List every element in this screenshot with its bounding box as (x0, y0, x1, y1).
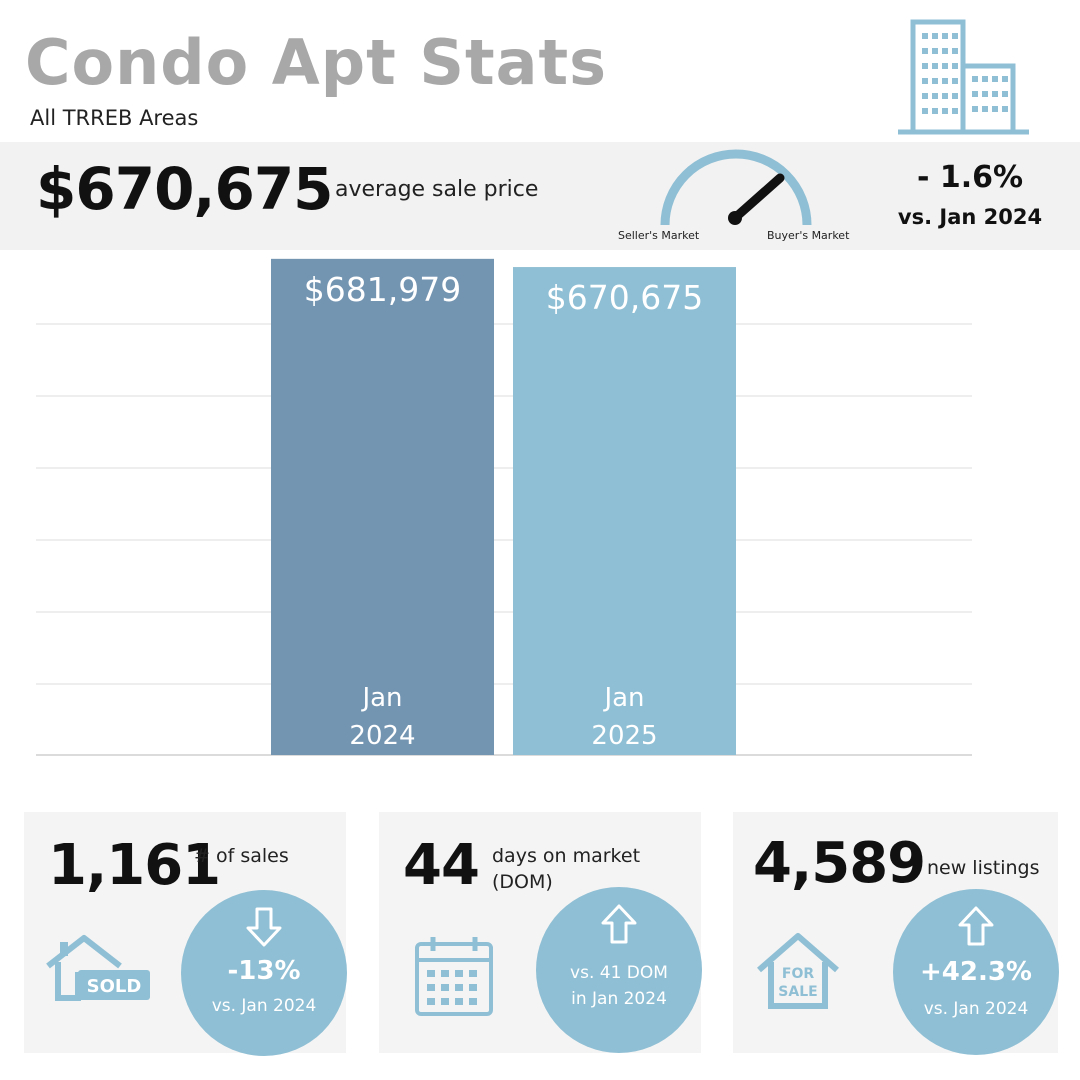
bar-value-label: $681,979 (304, 270, 461, 309)
price-bar-chart: $681,979 Jan 2024 $670,675 Jan 2025 (36, 258, 972, 756)
up-arrow-icon (958, 906, 994, 946)
sales-value: 1,161 (48, 833, 221, 898)
calendar-icon (415, 937, 493, 1016)
bar-category-label: Jan (360, 683, 402, 713)
page-subtitle: All TRREB Areas (30, 106, 199, 130)
listings-label: new listings (927, 857, 1040, 879)
dom-change-value: vs. 41 DOM (570, 963, 668, 983)
listings-change-comparison: vs. Jan 2024 (923, 999, 1029, 1019)
bar-category-label: Jan (602, 683, 644, 713)
dom-change-comparison: in Jan 2024 (571, 989, 667, 1009)
sold-house-icon: SOLD (46, 935, 150, 1001)
up-arrow-icon (601, 904, 637, 944)
average-price: $670,675 (36, 155, 334, 223)
bar-2 (513, 267, 736, 755)
dom-value: 44 (403, 833, 480, 898)
dom-change-circle: vs. 41 DOM in Jan 2024 (536, 887, 702, 1053)
building-icon (898, 19, 1029, 135)
sales-label: # of sales (194, 845, 289, 867)
listings-card: 4,589 new listings FOR SALE +42.3% vs. J… (733, 812, 1059, 1055)
summary-band (0, 142, 1080, 250)
market-gauge-icon (660, 149, 812, 226)
for-sale-house-icon: FOR SALE (757, 933, 839, 1009)
for-sale-text-line2: SALE (778, 984, 817, 1000)
sales-change-comparison: vs. Jan 2024 (211, 996, 317, 1016)
bar-category-label: 2024 (349, 721, 415, 751)
sales-card: 1,161 # of sales SOLD -13% vs. Jan 2024 (24, 812, 347, 1056)
sales-change-value: -13% (227, 956, 301, 986)
page-title: Condo Apt Stats (25, 26, 608, 99)
dom-card: 44 days on market (DOM) vs. 41 DOM in Ja… (379, 812, 702, 1053)
listings-change-value: +42.3% (920, 957, 1032, 987)
listings-change-circle: +42.3% vs. Jan 2024 (893, 889, 1059, 1055)
gauge-right-label: Buyer's Market (767, 229, 850, 242)
gauge-left-label: Seller's Market (618, 229, 700, 242)
dom-label-line1: days on market (492, 845, 641, 867)
dom-label-line2: (DOM) (492, 871, 553, 893)
price-change-comparison: vs. Jan 2024 (897, 205, 1043, 229)
for-sale-text-line1: FOR (782, 966, 814, 982)
sales-change-circle: -13% vs. Jan 2024 (181, 890, 347, 1056)
listings-value: 4,589 (753, 831, 926, 896)
bar-value-label: $670,675 (546, 278, 703, 317)
average-price-label: average sale price (335, 177, 539, 202)
price-change-percent: - 1.6% (916, 160, 1024, 195)
bar-category-label: 2025 (591, 721, 657, 751)
bar-1 (271, 258, 494, 755)
sold-sign-text: SOLD (87, 976, 142, 997)
down-arrow-icon (246, 907, 282, 947)
